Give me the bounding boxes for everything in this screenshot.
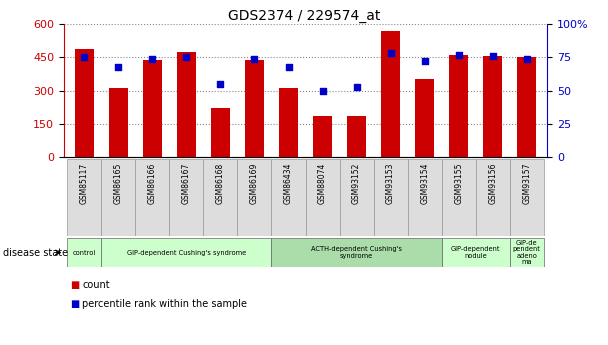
Bar [67,238,102,267]
Text: GSM93154: GSM93154 [420,162,429,204]
Point [182,55,192,60]
Bar [475,159,510,236]
Bar [204,159,238,236]
Point [317,88,327,93]
Bar [102,159,136,236]
Text: GDS2374 / 229574_at: GDS2374 / 229574_at [228,9,380,23]
Text: GIP-de
pendent
adeno
ma: GIP-de pendent adeno ma [513,240,541,265]
Text: GSM93152: GSM93152 [352,162,361,204]
Point [284,64,294,69]
Text: GIP-dependent
nodule: GIP-dependent nodule [451,246,500,259]
Point [114,64,123,69]
Bar [177,52,196,157]
Point [351,84,361,89]
Point [522,56,531,61]
Bar [381,31,400,157]
Text: GSM93157: GSM93157 [522,162,531,204]
Bar [238,159,272,236]
Bar [211,108,230,157]
Bar [517,57,536,157]
Point [216,81,226,87]
Bar [143,60,162,157]
Bar [136,159,170,236]
Bar [170,159,204,236]
Bar [245,60,264,157]
Point [488,53,497,59]
Text: GSM88074: GSM88074 [318,162,327,204]
Bar [441,159,475,236]
Point [454,52,463,58]
Text: GSM85117: GSM85117 [80,162,89,204]
Text: GSM93153: GSM93153 [386,162,395,204]
Text: GIP-dependent Cushing's syndrome: GIP-dependent Cushing's syndrome [126,250,246,256]
Text: GSM93155: GSM93155 [454,162,463,204]
Text: disease state: disease state [3,248,68,257]
Bar [272,159,305,236]
Text: GSM86166: GSM86166 [148,162,157,204]
Bar [373,159,407,236]
Text: count: count [82,280,109,289]
Bar [272,238,441,267]
Bar [510,159,544,236]
Bar [313,116,332,157]
Text: GSM86167: GSM86167 [182,162,191,204]
Text: ■: ■ [70,299,79,308]
Bar [67,159,102,236]
Text: percentile rank within the sample: percentile rank within the sample [82,299,247,308]
Text: GSM86169: GSM86169 [250,162,259,204]
Point [420,59,429,64]
Bar [441,238,510,267]
Text: ■: ■ [70,280,79,289]
Point [385,51,395,56]
Bar [510,238,544,267]
Text: GSM86168: GSM86168 [216,162,225,204]
Text: GSM93156: GSM93156 [488,162,497,204]
Bar [75,49,94,157]
Bar [449,55,468,157]
Point [80,55,89,60]
Text: GSM86165: GSM86165 [114,162,123,204]
Bar [347,116,366,157]
Bar [109,88,128,157]
Bar [483,56,502,157]
Text: GSM86434: GSM86434 [284,162,293,204]
Text: control: control [72,250,96,256]
Bar [102,238,272,267]
Text: ACTH-dependent Cushing's
syndrome: ACTH-dependent Cushing's syndrome [311,246,402,259]
Bar [415,79,434,157]
Bar [306,159,339,236]
Point [250,56,260,61]
Point [148,56,157,61]
Bar [279,88,298,157]
Bar [339,159,373,236]
Bar [407,159,441,236]
